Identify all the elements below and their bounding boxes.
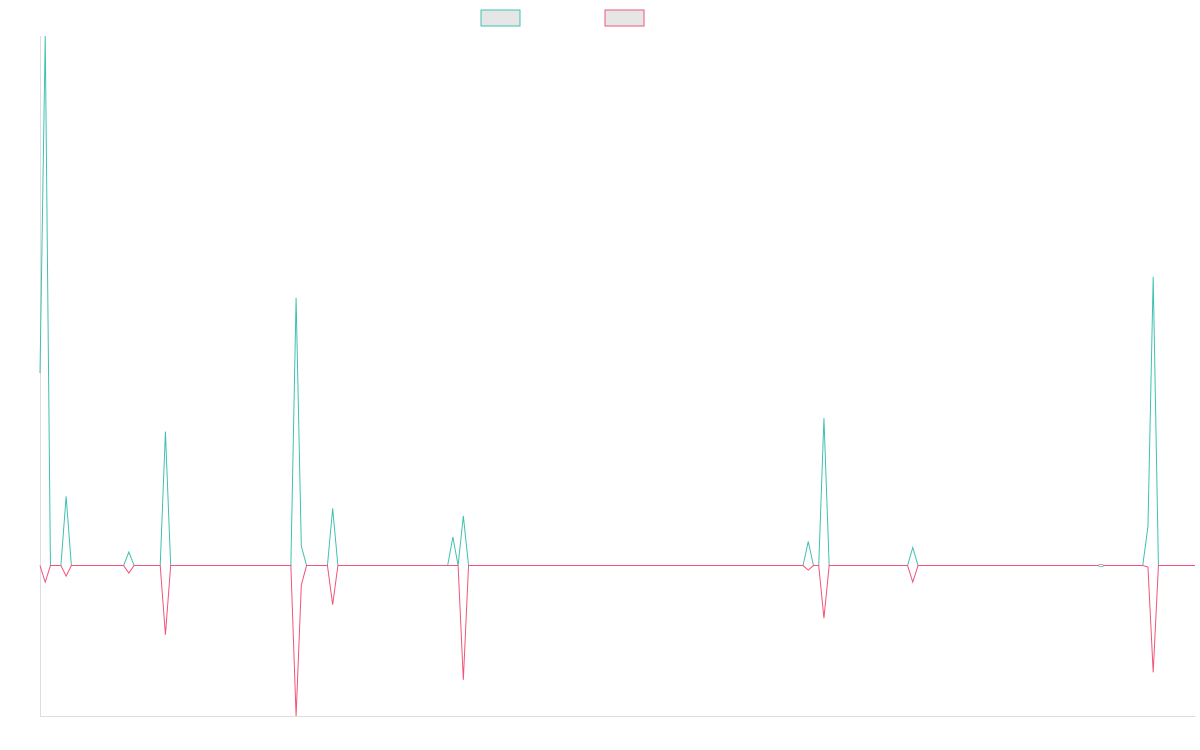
- legend-swatch-pink[interactable]: [604, 9, 645, 27]
- series-line-0: [39, 35, 1195, 567]
- series-layer: [39, 35, 1195, 717]
- data-point-marker-0: [1098, 563, 1104, 568]
- legend-swatch-teal[interactable]: [480, 9, 521, 27]
- series-line-1: [39, 565, 1195, 717]
- legend: [480, 9, 645, 27]
